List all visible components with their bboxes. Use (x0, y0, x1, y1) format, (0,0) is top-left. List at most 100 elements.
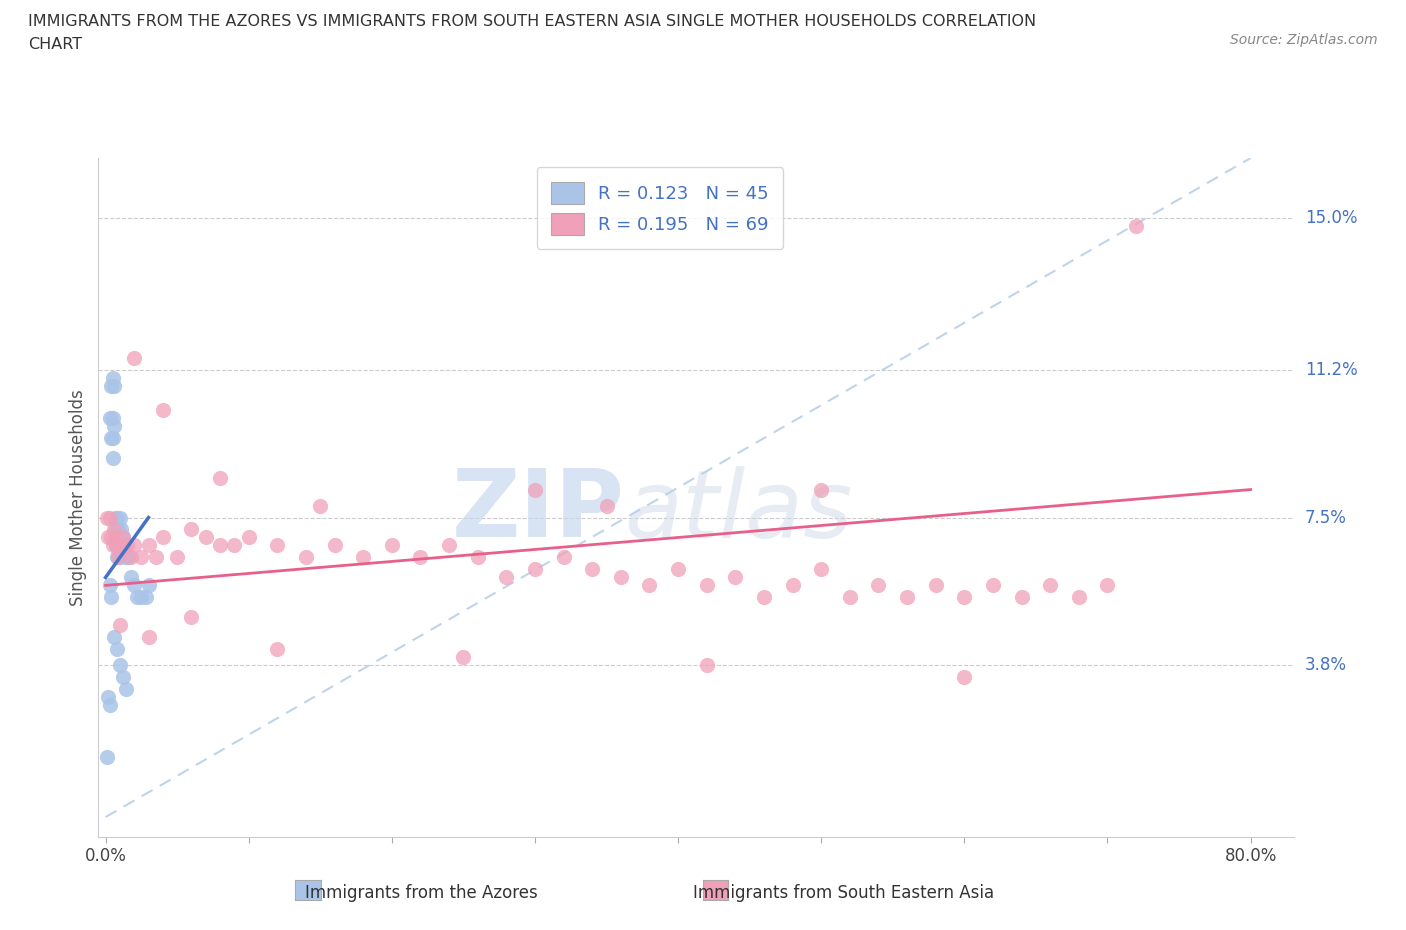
Point (523, 562, 546, 577)
Point (114, 682, 136, 697)
Point (101, 450, 124, 465)
Text: atlas: atlas (624, 466, 852, 557)
Point (97, 530, 120, 545)
Point (107, 550, 129, 565)
Point (266, 538, 288, 553)
Point (105, 510, 128, 525)
Point (810, 482, 832, 497)
Point (238, 530, 260, 545)
Point (105, 530, 128, 545)
Point (103, 522, 125, 537)
Point (1067, 590, 1090, 604)
Point (953, 590, 976, 604)
Point (868, 578, 890, 592)
Point (108, 510, 131, 525)
Point (495, 570, 517, 585)
Point (101, 431, 124, 445)
Point (752, 590, 775, 604)
Point (224, 538, 246, 553)
Point (581, 562, 603, 577)
Text: 11.2%: 11.2% (1305, 361, 1357, 379)
Point (103, 630, 125, 644)
Point (125, 590, 148, 604)
Point (114, 550, 136, 565)
Point (100, 530, 122, 545)
Text: 15.0%: 15.0% (1305, 209, 1357, 227)
Point (104, 538, 127, 553)
Point (209, 538, 232, 553)
Point (115, 550, 138, 565)
Point (896, 590, 918, 604)
Legend: R = 0.123   N = 45, R = 0.195   N = 69: R = 0.123 N = 45, R = 0.195 N = 69 (537, 167, 783, 249)
Point (295, 550, 318, 565)
Y-axis label: Single Mother Households: Single Mother Households (69, 389, 87, 606)
Point (108, 550, 131, 565)
Point (194, 530, 217, 545)
Text: 7.5%: 7.5% (1305, 509, 1347, 526)
Point (595, 498, 617, 513)
Point (553, 550, 575, 565)
Point (131, 550, 153, 565)
Point (98, 698, 121, 712)
Point (610, 570, 633, 585)
Point (117, 550, 139, 565)
Point (105, 550, 128, 565)
Point (101, 370, 124, 385)
Point (323, 538, 346, 553)
Point (110, 522, 132, 537)
Point (111, 670, 134, 684)
Point (138, 630, 160, 644)
Point (1011, 590, 1033, 604)
Point (120, 550, 142, 565)
Point (1125, 219, 1147, 233)
Point (381, 538, 404, 553)
Point (98, 510, 121, 525)
Point (409, 550, 432, 565)
Point (138, 578, 160, 592)
Text: CHART: CHART (28, 37, 82, 52)
Point (108, 658, 131, 672)
Point (309, 498, 332, 513)
Point (437, 538, 460, 553)
Point (96, 750, 118, 764)
Point (838, 590, 860, 604)
Point (108, 538, 131, 553)
Point (352, 550, 374, 565)
Point (981, 578, 1004, 592)
Point (1039, 578, 1062, 592)
Point (108, 530, 131, 545)
Point (120, 570, 142, 585)
Point (782, 578, 804, 592)
Text: IMMIGRANTS FROM THE AZORES VS IMMIGRANTS FROM SOUTH EASTERN ASIA SINGLE MOTHER H: IMMIGRANTS FROM THE AZORES VS IMMIGRANTS… (28, 14, 1036, 29)
Point (1097, 578, 1119, 592)
Point (152, 403, 174, 418)
Point (104, 522, 127, 537)
Point (209, 471, 232, 485)
Point (96, 510, 118, 525)
Point (724, 570, 747, 585)
Point (810, 562, 832, 577)
Point (152, 530, 174, 545)
Point (104, 530, 127, 545)
Point (122, 578, 145, 592)
Point (100, 590, 122, 604)
Point (107, 522, 129, 537)
Point (180, 522, 202, 537)
Point (925, 578, 948, 592)
Point (135, 590, 157, 604)
Point (180, 610, 202, 625)
Text: 3.8%: 3.8% (1305, 657, 1347, 674)
Point (112, 538, 135, 553)
Point (110, 538, 132, 553)
Point (638, 578, 661, 592)
Point (103, 379, 125, 393)
Text: Immigrants from South Eastern Asia: Immigrants from South Eastern Asia (693, 884, 994, 902)
Point (453, 650, 475, 665)
Point (131, 590, 153, 604)
Point (266, 642, 288, 657)
Point (666, 562, 689, 577)
Point (97, 690, 120, 705)
Point (105, 642, 128, 657)
Point (122, 351, 145, 365)
Point (523, 482, 546, 497)
